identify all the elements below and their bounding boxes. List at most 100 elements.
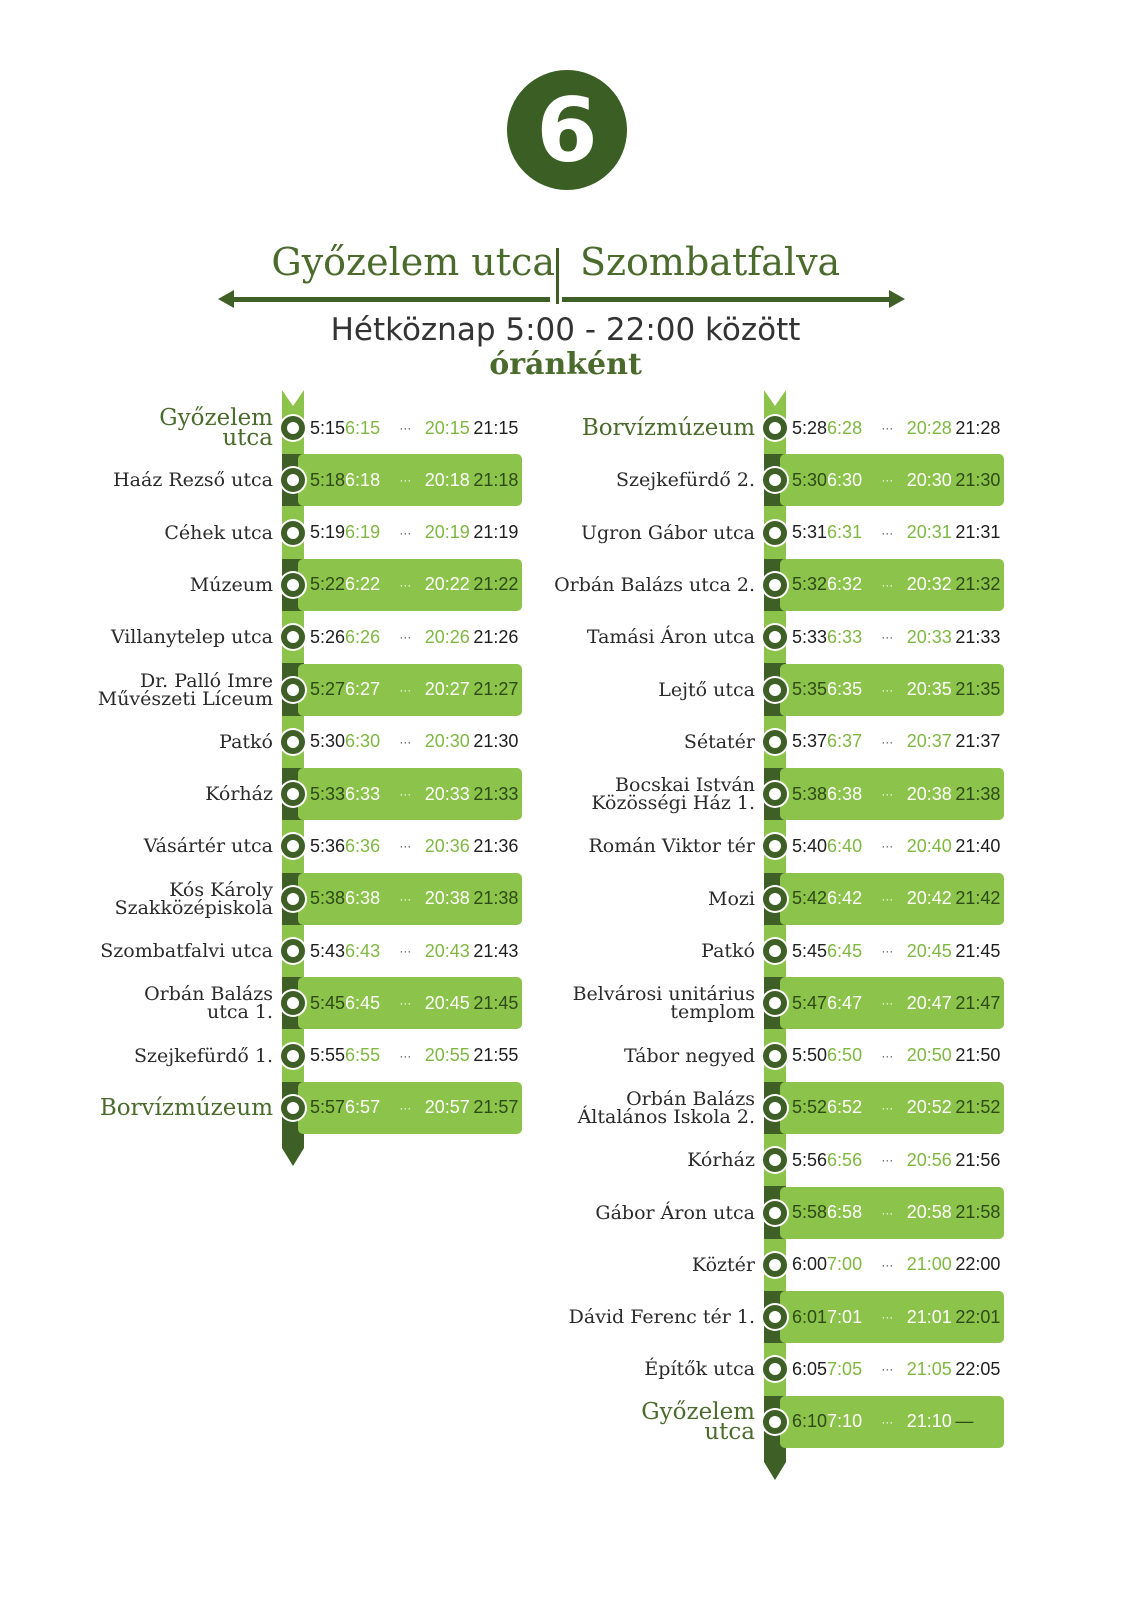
departure-time: 20:45 <box>424 992 470 1013</box>
departure-time: 21:15 <box>473 417 519 438</box>
stop-marker-icon <box>281 886 305 911</box>
departure-times: 5:42 6:42 ··· 20:42 21:42 <box>780 872 1004 925</box>
stop-row: Szejkefürdő 1. 5:55 6:55 ··· 20:55 21:55 <box>0 1030 1131 1082</box>
ellipsis: ··· <box>881 839 894 854</box>
stop-row: Ugron Gábor utca 5:31 6:31 ··· 20:31 21:31 <box>0 507 1131 559</box>
stop-marker-icon <box>281 520 305 545</box>
departure-time: 6:32 <box>827 574 863 595</box>
stop-marker-icon <box>281 834 305 859</box>
stop-name: Borvízmúzeum <box>581 415 755 441</box>
stop-row: Kórház 5:56 6:56 ··· 20:56 21:56 <box>0 1134 1131 1186</box>
stop-row: Orbán Balázs Általános Iskola 2. 5:52 6:52 ·… <box>0 1081 1131 1134</box>
ellipsis: ··· <box>881 1257 894 1272</box>
ellipsis: ··· <box>399 630 412 645</box>
departure-time: 20:31 <box>906 522 952 543</box>
departure-times: 5:33 6:33 ··· 20:33 21:33 <box>780 611 1004 663</box>
ellipsis: ··· <box>399 473 412 488</box>
departure-time: 20:55 <box>424 1045 470 1066</box>
departure-time: 5:38 <box>792 783 828 804</box>
departure-times: 5:55 6:55 ··· 20:55 21:55 <box>298 1030 522 1082</box>
departure-time: 5:22 <box>310 574 346 595</box>
departure-times: 5:43 6:43 ··· 20:43 21:43 <box>298 925 522 977</box>
stop-name: Orbán Balázs utca 2. <box>554 573 755 596</box>
departure-time: 6:38 <box>827 783 863 804</box>
departure-time: 5:26 <box>310 626 346 647</box>
stop-name: Szombatfalvi utca <box>100 940 273 962</box>
departure-time: 21:35 <box>955 679 1001 699</box>
departure-time: 21:22 <box>473 574 519 595</box>
stop-name: Győzelem utca <box>159 402 273 454</box>
departure-time: 7:05 <box>827 1358 863 1379</box>
departure-time: 6:33 <box>345 783 381 804</box>
stop-marker-icon <box>763 520 787 545</box>
departure-time: 20:56 <box>906 1149 952 1170</box>
stop-row: Patkó 5:30 6:30 ··· 20:30 21:30 <box>0 716 1131 768</box>
departure-times: 6:10 7:10 ··· 21:10— <box>780 1395 1004 1448</box>
departure-time: 5:58 <box>792 1202 828 1222</box>
stop-name: Ugron Gábor utca <box>580 521 755 544</box>
stop-name: Villanytelep utca <box>110 626 273 649</box>
ellipsis: ··· <box>881 944 894 958</box>
departure-time: 20:45 <box>906 940 952 961</box>
departure-time: 5:57 <box>310 1097 346 1118</box>
departure-time: 20:30 <box>906 469 952 490</box>
stop-marker-icon <box>763 1148 787 1173</box>
stop-row: Építők utca 6:05 7:05 ··· 21:05 22:05 <box>0 1343 1131 1395</box>
departure-time: 5:19 <box>310 522 346 543</box>
departure-times: 6:00 7:00 ··· 21:00 22:00 <box>780 1239 1004 1291</box>
departure-times: 5:28 6:28 ··· 20:28 21:28 <box>780 402 1004 454</box>
departure-time: 20:33 <box>906 626 952 647</box>
departure-time: 6:36 <box>345 835 381 856</box>
stop-name-line: Általános Iskola 2. <box>577 1105 755 1128</box>
departure-time: 5:55 <box>310 1045 346 1066</box>
departure-time: 21:31 <box>955 522 1001 543</box>
ellipsis: ··· <box>399 839 412 854</box>
stop-row: Szejkefürdő 2. 5:30 6:30 ··· 20:30 21:30 <box>0 454 1131 507</box>
departure-time: 6:37 <box>827 731 863 752</box>
stop-marker-icon <box>281 939 305 963</box>
stop-name-line: Művészeti Líceum <box>97 687 273 710</box>
stop-name-line: Közösségi Ház 1. <box>591 792 755 815</box>
stop-name: Román Viktor tér <box>588 835 755 858</box>
departure-time: 5:36 <box>310 835 346 856</box>
departure-time: 20:40 <box>906 835 952 856</box>
departure-times: 6:01 7:01 ··· 21:01 22:01 <box>780 1291 1004 1344</box>
departure-times: 5:38 6:38 ··· 20:38 21:38 <box>780 768 1004 821</box>
stop-name-line: utca <box>704 1418 755 1445</box>
departure-time: 20:15 <box>424 417 470 438</box>
departure-time: 22:00 <box>955 1254 1001 1275</box>
departure-times: 5:31 6:31 ··· 20:31 21:31 <box>780 507 1004 559</box>
departure-times: 5:40 6:40 ··· 20:40 21:40 <box>780 820 1004 872</box>
stop-row: Lejtő utca 5:35 6:35 ··· 20:35 21:35 <box>0 663 1131 716</box>
route-number-badge: 6 <box>507 70 627 190</box>
stop-marker-icon <box>281 729 305 754</box>
departure-time: 21:19 <box>473 522 519 543</box>
departure-time: 7:10 <box>827 1411 863 1432</box>
stop-marker-icon <box>281 677 305 702</box>
ellipsis: ··· <box>399 577 412 592</box>
stop-name: Szejkefürdő 2. <box>615 469 755 492</box>
stop-marker-icon <box>281 572 305 597</box>
departure-time: 5:52 <box>792 1097 828 1118</box>
departure-time: 5:33 <box>310 783 346 804</box>
departure-time: 20:36 <box>424 835 470 856</box>
terminus-right: Szombatfalva <box>580 240 841 284</box>
departure-time: 6:52 <box>827 1097 863 1118</box>
departure-time: 21:45 <box>473 992 519 1013</box>
departure-time: 21:28 <box>955 417 1001 438</box>
stop-marker-icon <box>763 1409 787 1434</box>
stop-row: Haáz Rezső utca 5:18 6:18 ··· 20:18 21:18 <box>0 454 1131 507</box>
stop-row: Mozi 5:42 6:42 ··· 20:42 21:42 <box>0 872 1131 925</box>
departure-time: 21:10 <box>906 1411 952 1432</box>
stop-marker-icon <box>763 677 787 702</box>
departure-times: 5:52 6:52 ··· 20:52 21:52 <box>780 1081 1004 1134</box>
departure-time: 6:50 <box>827 1045 863 1066</box>
stop-row: Román Viktor tér 5:40 6:40 ··· 20:40 21:40 <box>0 820 1131 872</box>
stop-marker-icon <box>763 572 787 597</box>
stop-name: Kórház <box>205 783 273 806</box>
stop-row: Borvízmúzeum 5:28 6:28 ··· 20:28 21:28 <box>0 402 1131 454</box>
departure-time: 6:56 <box>827 1149 863 1170</box>
departure-time: 6:38 <box>345 888 381 909</box>
departure-time: 20:32 <box>906 574 952 595</box>
stop-marker-icon <box>763 1305 787 1330</box>
